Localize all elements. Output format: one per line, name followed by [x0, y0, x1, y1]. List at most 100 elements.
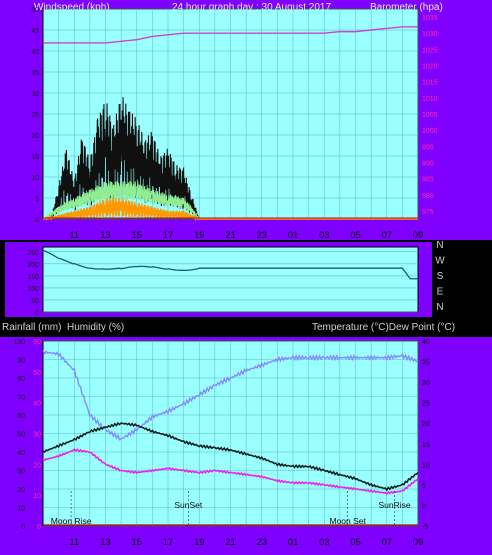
- wind-y-tick-label: 40: [31, 49, 39, 56]
- humidity-y-tick-label: 70: [17, 395, 25, 402]
- temp-x-tick-label: 11: [69, 537, 79, 548]
- barometer-y-tick-label: 1020: [422, 64, 438, 71]
- temp-x-tick-label: 03: [319, 537, 330, 548]
- barometer-series-line: [43, 26, 418, 44]
- wind-x-tick-label: 05: [350, 230, 361, 241]
- direction-y-tick-label: 100: [27, 286, 39, 293]
- temp-x-tick-label: 17: [163, 537, 174, 548]
- temperature-y-tick-label: 20: [422, 421, 430, 428]
- barometer-axis-title: Barometer (hpa): [370, 2, 443, 13]
- wind-y-tick-label: 20: [31, 133, 39, 140]
- temperature-y-tick-label: -5: [422, 524, 428, 531]
- wind-y-tick-label: 5: [35, 196, 39, 203]
- temperature-y-tick-label: 35: [422, 360, 430, 367]
- rainfall-y-tick-label: 20: [33, 462, 41, 469]
- temperature-series-line: [42, 421, 419, 492]
- temp-x-tick-label: 19: [194, 537, 205, 548]
- wind-y-tick-label: 30: [31, 91, 39, 98]
- humidity-y-tick-label: 0: [21, 524, 25, 531]
- chart-title: 24 hour graph day : 30 August 2017: [172, 2, 331, 13]
- wind-y-tick-label: 35: [31, 70, 39, 77]
- wind-y-tick-label: 0: [35, 217, 39, 224]
- sunset-label: SunSet: [174, 500, 203, 510]
- wind-x-tick-label: 09: [413, 230, 424, 241]
- humidity-y-tick-label: 60: [17, 413, 25, 420]
- temp-x-tick-label: 09: [413, 537, 424, 548]
- temperature-axis-title: Temperature (°C)Dew Point (°C): [312, 322, 455, 333]
- wind-y-tick-label: 15: [31, 154, 39, 161]
- temp-x-tick-label: 13: [100, 537, 111, 548]
- grid-layer: [43, 8, 419, 527]
- humidity-axis-title: Humidity (%): [67, 322, 124, 333]
- wind-y-tick-label: 25: [31, 112, 39, 119]
- wind-y-tick-label: 45: [31, 28, 39, 35]
- temperature-y-tick-label: 5: [422, 483, 426, 490]
- barometer-y-tick-label: 995: [422, 144, 434, 151]
- barometer-y-tick-label: 990: [422, 160, 434, 167]
- humidity-y-tick-label: 40: [17, 450, 25, 457]
- wind-y-tick-label: 10: [31, 175, 39, 182]
- sunrise-label: SunRise: [378, 500, 410, 510]
- barometer-y-tick-label: 1015: [422, 80, 438, 87]
- barometer-y-tick-label: 1025: [422, 47, 438, 54]
- series-layer: [42, 26, 419, 526]
- dewpoint-series-line: [42, 447, 419, 496]
- humidity-y-tick-label: 30: [17, 469, 25, 476]
- wind-low-series-line: [42, 198, 418, 222]
- humidity-y-tick-label: 80: [17, 376, 25, 383]
- temperature-y-tick-label: 0: [422, 503, 426, 510]
- temperature-y-tick-label: 15: [422, 442, 430, 449]
- wind-x-tick-label: 13: [100, 230, 111, 241]
- wind-direction-series-line: [42, 249, 418, 280]
- wind-x-tick-label: 19: [194, 230, 205, 241]
- humidity-y-tick-label: 90: [17, 358, 25, 365]
- windspeed-axis-title: Windspeed (kph): [34, 2, 110, 13]
- rainfall-y-tick-label: 60: [33, 339, 41, 346]
- wind-x-tick-label: 21: [225, 230, 236, 241]
- compass-label: N: [436, 240, 443, 251]
- barometer-y-tick-label: 1030: [422, 31, 438, 38]
- temperature-y-tick-label: 40: [422, 339, 430, 346]
- humidity-series-line: [42, 350, 419, 441]
- wind-x-tick-label: 11: [69, 230, 79, 241]
- compass-label: W: [435, 256, 445, 267]
- moon-set-label: Moon Set: [329, 516, 366, 526]
- barometer-y-tick-label: 1005: [422, 112, 438, 119]
- temperature-y-tick-label: 25: [422, 401, 430, 408]
- temp-x-tick-label: 15: [131, 537, 142, 548]
- direction-y-tick-label: 250: [27, 250, 39, 257]
- compass-label: S: [437, 271, 444, 282]
- wind-x-tick-label: 23: [256, 230, 267, 241]
- rainfall-y-tick-label: 10: [33, 493, 41, 500]
- compass-label: N: [436, 302, 443, 313]
- compass-label: E: [437, 287, 444, 298]
- temp-x-tick-label: 21: [225, 537, 236, 548]
- temp-x-tick-label: 05: [350, 537, 361, 548]
- humidity-y-tick-label: 50: [17, 432, 25, 439]
- direction-y-tick-label: 50: [31, 298, 39, 305]
- wind-x-tick-label: 07: [381, 230, 392, 241]
- temp-x-tick-label: 01: [288, 537, 299, 548]
- direction-plot-area: [42, 246, 419, 313]
- barometer-y-tick-label: 985: [422, 177, 434, 184]
- wind-x-tick-label: 03: [319, 230, 330, 241]
- temp-x-tick-label: 07: [381, 537, 392, 548]
- humidity-y-tick-label: 10: [17, 506, 25, 513]
- rainfall-y-tick-label: 30: [33, 432, 41, 439]
- direction-y-tick-label: 150: [27, 274, 39, 281]
- rainfall-axis-title: Rainfall (mm): [2, 322, 61, 333]
- temp-x-tick-label: 23: [256, 537, 267, 548]
- rainfall-y-tick-label: 40: [33, 401, 41, 408]
- humidity-y-tick-label: 100: [13, 339, 25, 346]
- temperature-y-tick-label: 10: [422, 462, 430, 469]
- wind-y-tick-label: 50: [31, 7, 39, 14]
- barometer-y-tick-label: 1010: [422, 96, 438, 103]
- annotation-layer: Moon Rise SunSet Moon Set SunRise: [51, 491, 411, 526]
- wind-x-tick-label: 01: [288, 230, 299, 241]
- barometer-y-tick-label: 975: [422, 209, 434, 216]
- rainfall-y-tick-label: 0: [37, 524, 41, 531]
- direction-y-tick-label: 200: [27, 262, 39, 269]
- humidity-y-tick-label: 20: [17, 487, 25, 494]
